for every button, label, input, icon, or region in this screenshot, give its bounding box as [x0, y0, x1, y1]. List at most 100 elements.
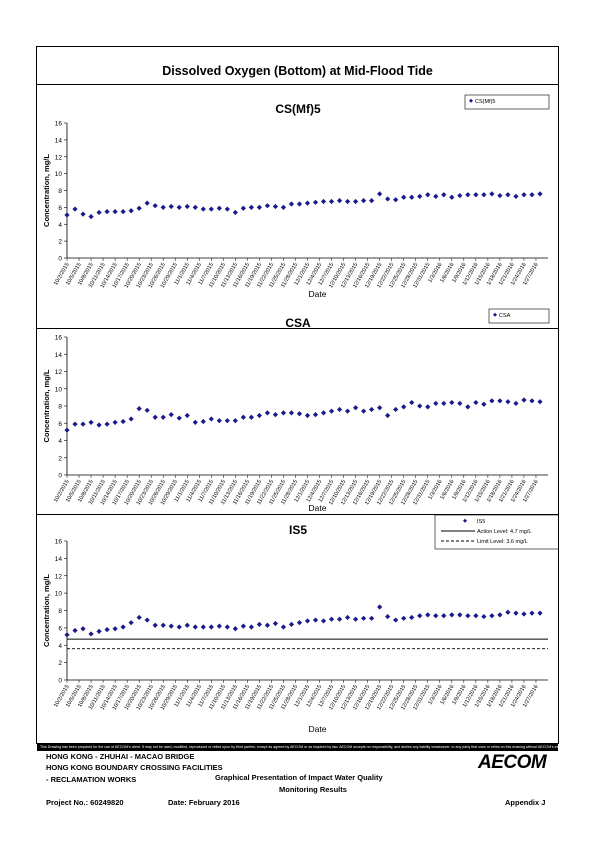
- data-point: [521, 192, 527, 198]
- data-point: [497, 192, 503, 199]
- data-point: [88, 419, 94, 425]
- data-point: [184, 203, 190, 210]
- data-point: [312, 199, 319, 205]
- y-tick-label: 4: [58, 222, 62, 229]
- data-point: [296, 620, 303, 626]
- data-point: [377, 405, 383, 411]
- y-tick-label: 14: [55, 137, 63, 144]
- data-point: [521, 397, 527, 403]
- data-point: [481, 613, 487, 620]
- data-point: [136, 614, 142, 621]
- data-point: [168, 623, 174, 629]
- data-point: [449, 399, 455, 406]
- footer-center1: Graphical Presentation of Impact Water Q…: [215, 773, 383, 782]
- data-point: [344, 614, 351, 621]
- data-point: [417, 403, 423, 409]
- y-tick-label: 14: [55, 352, 63, 359]
- y-tick-label: 2: [58, 239, 62, 246]
- y-tick-label: 16: [55, 121, 63, 128]
- y-tick-label: 16: [55, 539, 63, 546]
- data-point: [369, 198, 375, 204]
- data-point: [312, 412, 319, 418]
- y-tick-label: 8: [58, 608, 62, 615]
- data-point: [88, 214, 94, 220]
- panel-3: [37, 514, 558, 745]
- data-point: [200, 418, 206, 425]
- data-point: [152, 414, 158, 420]
- y-tick-label: 0: [58, 473, 62, 480]
- data-point: [216, 418, 222, 424]
- y-tick-label: 6: [58, 421, 62, 428]
- data-point: [537, 191, 543, 197]
- data-point: [280, 410, 287, 416]
- data-point: [505, 192, 511, 198]
- data-point: [80, 421, 86, 427]
- x-axis-label: Date: [309, 724, 327, 734]
- data-point: [208, 206, 214, 212]
- data-point: [288, 410, 295, 416]
- y-tick-label: 8: [58, 188, 62, 195]
- data-point: [192, 624, 198, 630]
- data-point: [425, 612, 431, 618]
- data-point: [369, 406, 375, 413]
- legend-box: [434, 514, 558, 550]
- data-point: [296, 201, 303, 207]
- data-point: [457, 612, 463, 618]
- data-point: [160, 204, 166, 210]
- data-point: [144, 617, 150, 623]
- y-tick-label: 10: [55, 386, 63, 393]
- data-point: [208, 416, 214, 422]
- data-point: [537, 610, 543, 616]
- data-point: [425, 404, 431, 410]
- data-point: [497, 612, 503, 618]
- data-point: [128, 620, 134, 626]
- data-point: [353, 405, 359, 411]
- legend-label: CS(Mf)5: [475, 99, 495, 105]
- data-point: [96, 209, 102, 216]
- footer-line3: - RECLAMATION WORKS: [46, 775, 137, 784]
- panel-1: [37, 84, 558, 329]
- project-number: Project No.: 60249820: [46, 798, 124, 807]
- data-point: [328, 616, 335, 622]
- data-point: [264, 622, 271, 628]
- data-point: [136, 405, 142, 412]
- data-point: [385, 412, 391, 419]
- data-point: [304, 200, 311, 206]
- y-tick-label: 10: [55, 171, 63, 178]
- data-point: [489, 613, 495, 619]
- data-point: [184, 412, 190, 419]
- data-point: [457, 192, 463, 199]
- data-point: [417, 613, 423, 619]
- x-axis-label: Date: [309, 289, 327, 299]
- data-point: [256, 621, 262, 627]
- x-axis-label: Date: [309, 503, 327, 513]
- data-point: [112, 208, 118, 215]
- appendix-label: Appendix J: [505, 798, 546, 807]
- y-tick-label: 0: [58, 678, 62, 685]
- data-point: [304, 412, 311, 419]
- data-point: [393, 406, 399, 413]
- data-point: [401, 404, 407, 410]
- data-point: [272, 203, 279, 210]
- data-point: [457, 400, 463, 407]
- data-point: [176, 415, 182, 421]
- data-point: [120, 418, 126, 425]
- data-point: [481, 192, 487, 198]
- data-point: [72, 421, 78, 427]
- y-tick-label: 10: [55, 591, 63, 598]
- data-point: [465, 613, 471, 619]
- data-point: [481, 401, 487, 407]
- data-point: [320, 410, 327, 416]
- data-point: [112, 626, 118, 632]
- data-point: [240, 414, 246, 420]
- data-point: [433, 400, 439, 407]
- data-point: [64, 427, 70, 433]
- data-point: [441, 400, 447, 407]
- data-point: [361, 615, 367, 621]
- data-point: [200, 624, 206, 630]
- data-point: [240, 623, 246, 629]
- data-point: [473, 613, 479, 619]
